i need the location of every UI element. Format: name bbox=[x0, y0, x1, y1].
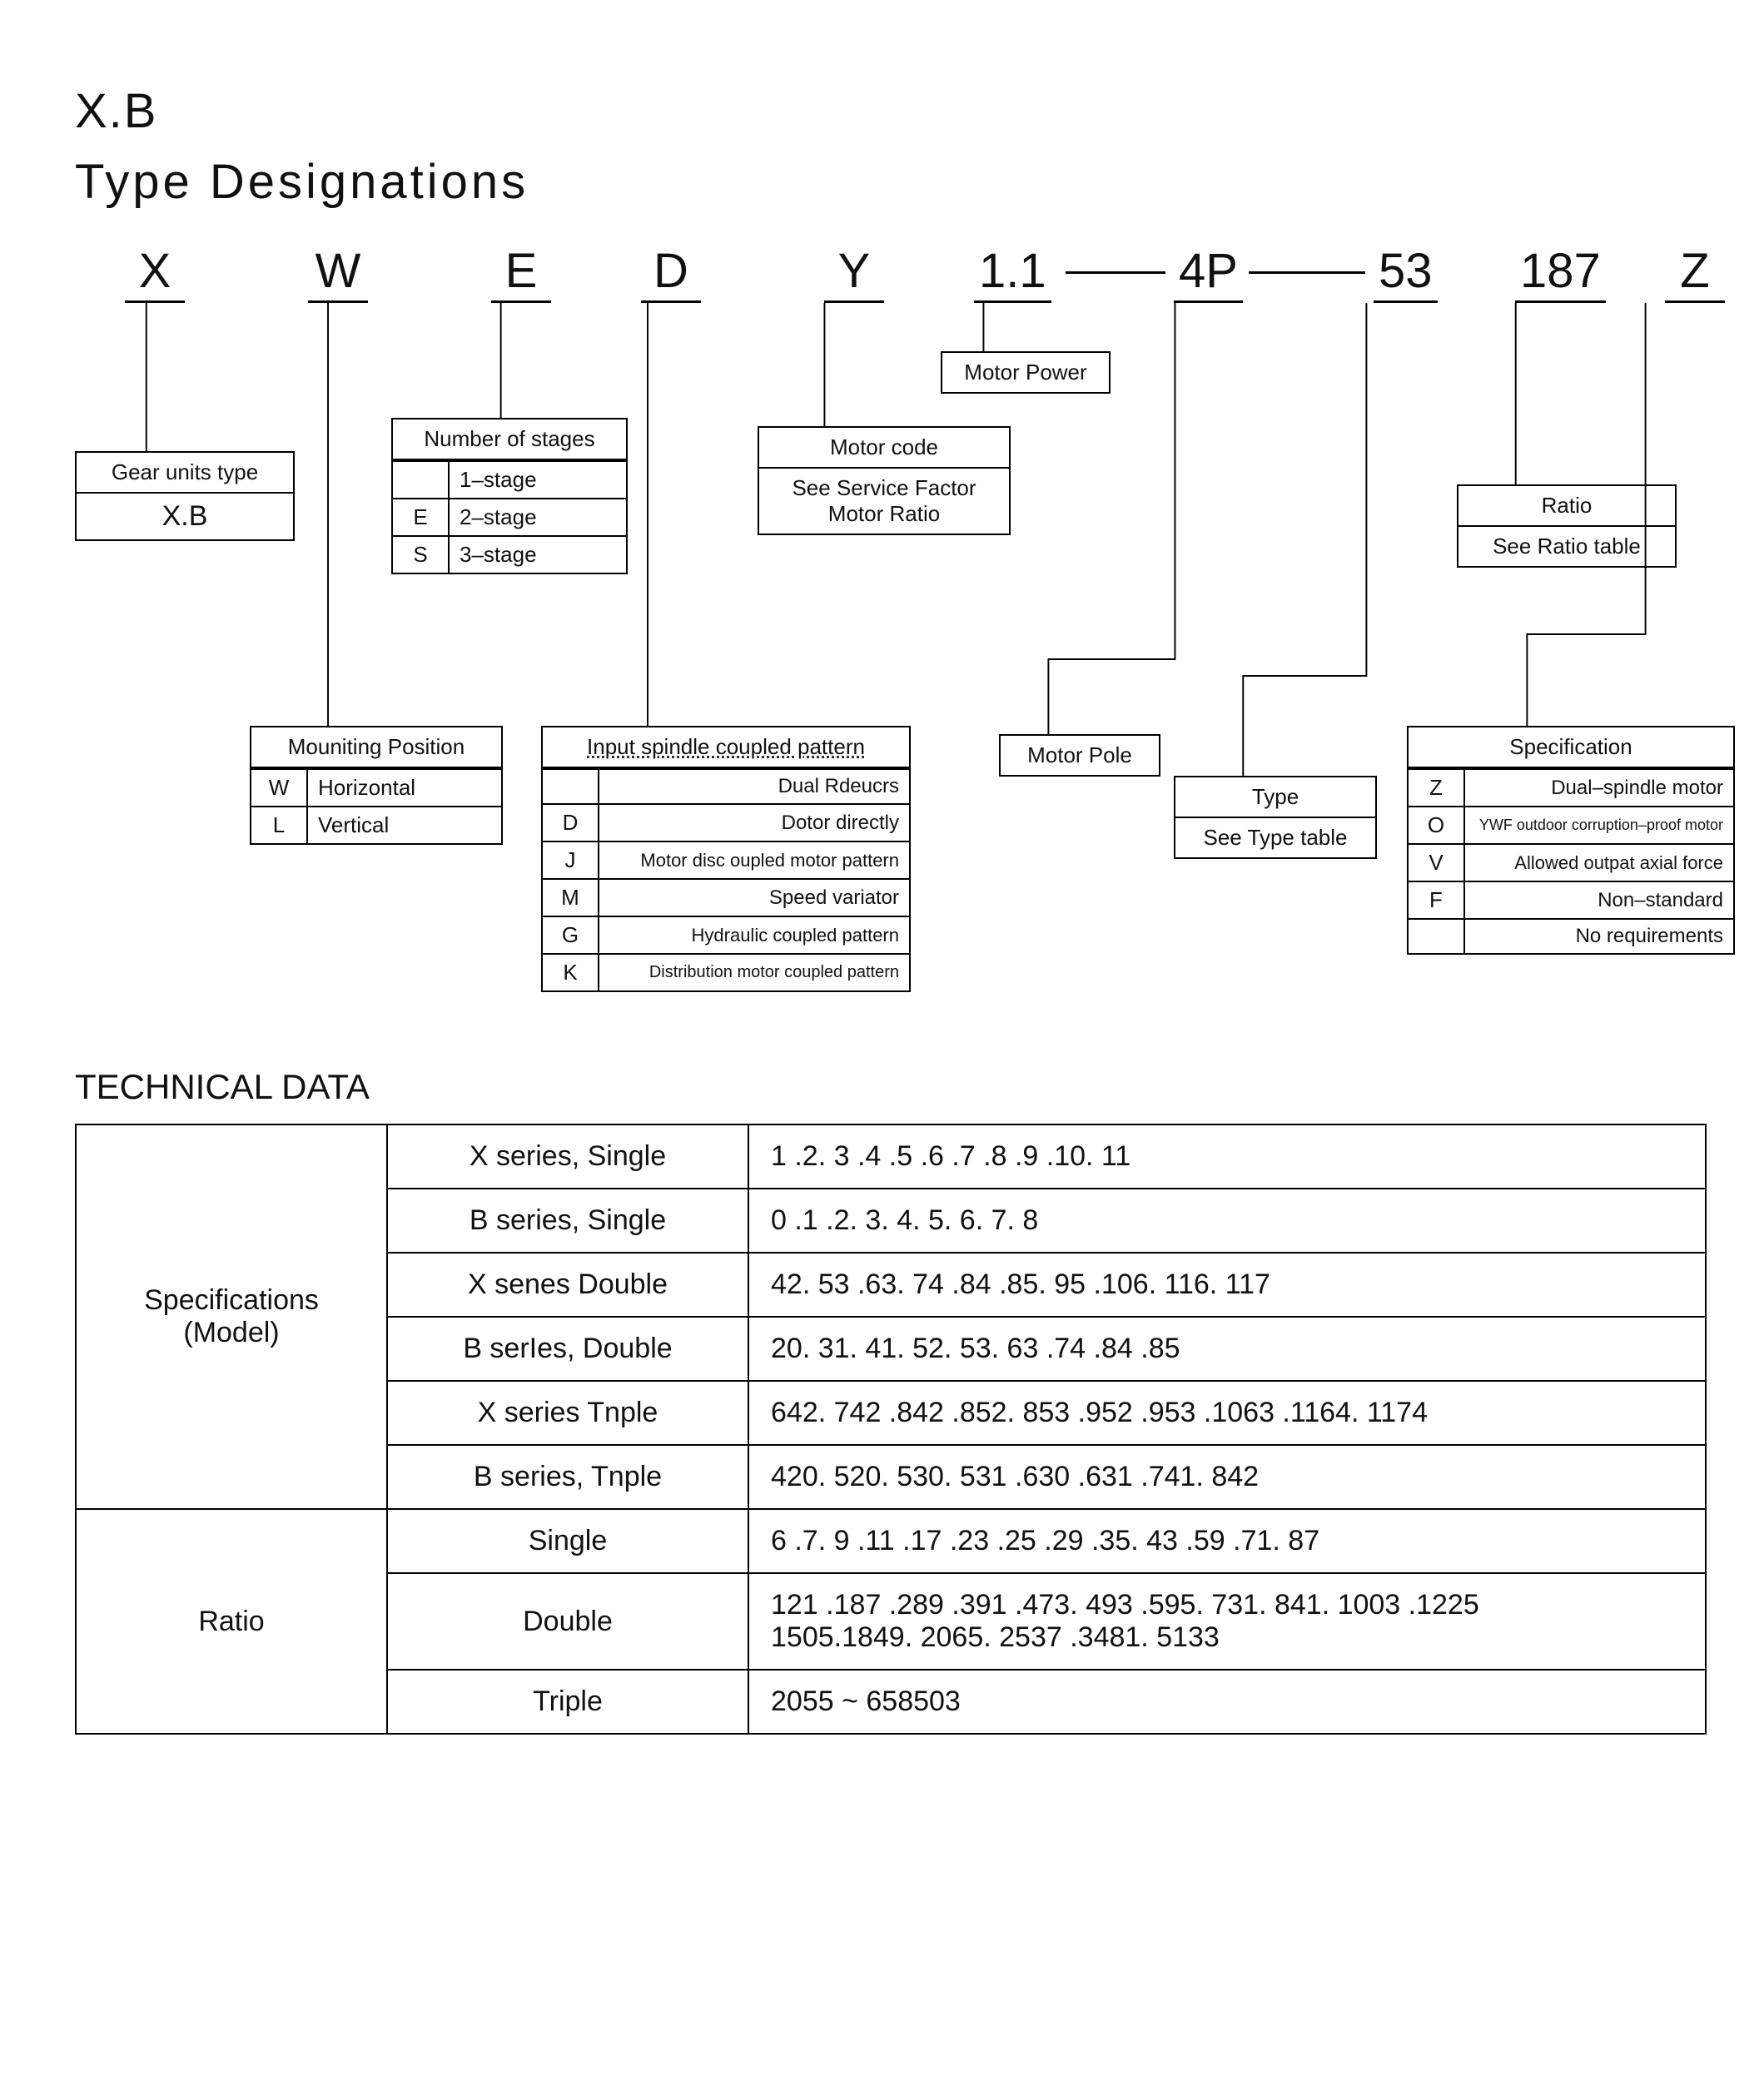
code-D: D bbox=[641, 243, 701, 303]
ratio-sub: See Ratio table bbox=[1458, 527, 1675, 566]
box-gear-units-type: Gear units type X.B bbox=[75, 451, 295, 541]
box-ratio: Ratio See Ratio table bbox=[1457, 484, 1677, 568]
box-mounting-position: Mouniting Position WHorizontal LVertical bbox=[250, 726, 503, 845]
code-187: 187 bbox=[1515, 243, 1606, 303]
page-title-1: X.B bbox=[75, 83, 1697, 139]
mounting-rows: WHorizontal LVertical bbox=[251, 768, 501, 843]
box-input-spindle-pattern: Input spindle coupled pattern Dual Rdeuc… bbox=[541, 726, 911, 992]
table-row: Ratio Single 6 .7. 9 .11 .17 .23 .25 .29… bbox=[76, 1509, 1706, 1573]
type-title: Type bbox=[1175, 777, 1375, 818]
mounting-title: Mouniting Position bbox=[251, 727, 501, 768]
type-designation-diagram: X W E D Y 1.1 4P 53 187 Z Gear units typ… bbox=[75, 243, 1697, 1034]
stages-title: Number of stages bbox=[393, 419, 626, 460]
spec-rowhead: Specifications (Model) bbox=[76, 1124, 387, 1509]
page-title-2: Type Designations bbox=[75, 154, 1697, 210]
box-type: Type See Type table bbox=[1174, 776, 1377, 859]
box-motor-code: Motor code See Service Factor Motor Rati… bbox=[758, 426, 1011, 535]
motorpole-title: Motor Pole bbox=[1001, 736, 1159, 775]
code-53: 53 bbox=[1374, 243, 1438, 303]
code-4P: 4P bbox=[1174, 243, 1243, 303]
code-X: X bbox=[125, 243, 185, 303]
dash-1 bbox=[1066, 271, 1165, 274]
code-Z: Z bbox=[1665, 243, 1725, 303]
gear-title: Gear units type bbox=[77, 453, 293, 492]
ratio-rowhead: Ratio bbox=[76, 1509, 387, 1734]
gear-value: X.B bbox=[77, 492, 293, 539]
stages-rows: 1–stage E2–stage S3–stage bbox=[393, 460, 626, 573]
type-sub: See Type table bbox=[1175, 818, 1375, 857]
table-row: Specifications (Model) X series, Single … bbox=[76, 1124, 1706, 1189]
dash-2 bbox=[1249, 271, 1365, 274]
code-W: W bbox=[308, 243, 368, 303]
technical-data-table: Specifications (Model) X series, Single … bbox=[75, 1124, 1707, 1735]
technical-data-heading: TECHNICAL DATA bbox=[75, 1067, 1697, 1107]
motorcode-sub: See Service Factor Motor Ratio bbox=[759, 469, 1009, 534]
spec-title: Specification bbox=[1409, 727, 1733, 768]
box-number-of-stages: Number of stages 1–stage E2–stage S3–sta… bbox=[391, 418, 628, 574]
spindle-rows: Dual Rdeucrs DDotor directly JMotor disc… bbox=[543, 768, 909, 990]
ratio-title: Ratio bbox=[1458, 486, 1675, 527]
box-motor-pole: Motor Pole bbox=[999, 734, 1160, 777]
motorcode-title: Motor code bbox=[759, 428, 1009, 469]
box-specification: Specification ZDual–spindle motor OYWF o… bbox=[1407, 726, 1735, 955]
spindle-title: Input spindle coupled pattern bbox=[543, 727, 909, 768]
spec-rows: ZDual–spindle motor OYWF outdoor corrupt… bbox=[1409, 768, 1733, 953]
code-1.1: 1.1 bbox=[974, 243, 1051, 303]
code-Y: Y bbox=[824, 243, 884, 303]
box-motor-power: Motor Power bbox=[941, 351, 1111, 394]
code-E: E bbox=[491, 243, 551, 303]
motorpower-title: Motor Power bbox=[942, 353, 1109, 392]
